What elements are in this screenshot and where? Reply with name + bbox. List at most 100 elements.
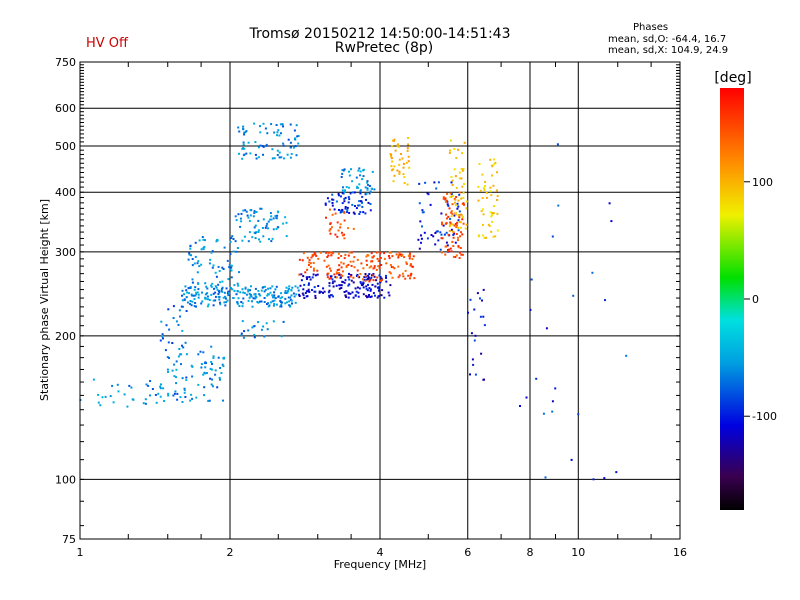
data-point bbox=[247, 240, 250, 243]
data-point bbox=[337, 192, 340, 195]
data-point bbox=[340, 287, 343, 289]
data-point bbox=[297, 135, 300, 137]
data-point bbox=[479, 189, 482, 192]
data-point bbox=[402, 275, 405, 278]
data-point bbox=[215, 275, 218, 278]
data-point bbox=[393, 139, 395, 142]
data-point bbox=[371, 274, 373, 277]
data-point bbox=[241, 302, 244, 305]
data-point bbox=[347, 196, 350, 199]
data-point bbox=[285, 286, 288, 289]
data-point bbox=[449, 149, 451, 152]
data-point bbox=[284, 216, 287, 219]
data-point bbox=[340, 266, 343, 269]
data-point bbox=[285, 292, 288, 294]
data-point bbox=[364, 279, 367, 282]
data-point bbox=[356, 269, 359, 272]
data-point bbox=[298, 258, 301, 261]
data-point bbox=[368, 185, 371, 187]
data-point bbox=[406, 149, 409, 152]
data-point bbox=[109, 395, 112, 398]
data-point bbox=[478, 163, 481, 165]
data-point bbox=[149, 394, 151, 397]
data-point bbox=[162, 337, 164, 340]
data-point bbox=[220, 372, 223, 374]
data-point bbox=[281, 296, 284, 299]
data-point bbox=[210, 345, 213, 348]
data-point bbox=[405, 262, 408, 265]
data-point bbox=[183, 293, 185, 296]
data-point bbox=[449, 217, 452, 220]
data-point bbox=[309, 278, 312, 281]
data-point bbox=[340, 231, 343, 234]
data-point bbox=[209, 377, 212, 380]
data-point bbox=[365, 198, 367, 201]
data-point bbox=[328, 200, 331, 203]
data-point bbox=[492, 212, 495, 215]
data-point bbox=[460, 167, 463, 170]
colorbar-tick-label: 0 bbox=[752, 293, 759, 306]
data-point bbox=[305, 290, 308, 293]
data-point bbox=[214, 369, 217, 372]
data-point bbox=[364, 186, 367, 189]
data-point bbox=[337, 257, 340, 259]
data-point bbox=[223, 246, 226, 249]
data-point bbox=[259, 144, 262, 147]
data-point bbox=[460, 253, 463, 256]
data-point bbox=[241, 320, 244, 323]
data-point bbox=[269, 287, 272, 290]
data-point bbox=[494, 161, 497, 164]
data-point bbox=[117, 390, 120, 393]
data-point bbox=[372, 273, 375, 275]
data-point bbox=[294, 285, 297, 288]
data-point bbox=[304, 292, 307, 294]
data-point bbox=[391, 160, 394, 163]
data-point bbox=[210, 361, 213, 363]
data-point bbox=[373, 265, 376, 268]
data-point bbox=[331, 282, 334, 285]
data-point bbox=[185, 289, 188, 292]
data-point bbox=[222, 399, 224, 402]
data-point bbox=[604, 299, 606, 302]
data-point bbox=[277, 295, 280, 298]
data-point bbox=[338, 287, 341, 290]
data-point bbox=[116, 383, 119, 386]
data-point bbox=[472, 363, 475, 366]
data-point bbox=[347, 186, 350, 189]
data-point bbox=[407, 160, 410, 163]
data-point bbox=[449, 247, 452, 250]
data-point bbox=[220, 287, 223, 290]
plot-frame bbox=[79, 61, 681, 540]
data-point bbox=[278, 134, 281, 137]
data-point bbox=[450, 211, 453, 214]
data-points bbox=[79, 122, 628, 481]
data-point bbox=[354, 287, 357, 290]
data-point bbox=[409, 273, 412, 276]
data-point bbox=[348, 170, 350, 173]
data-point bbox=[461, 185, 464, 188]
data-point bbox=[344, 207, 347, 210]
data-point bbox=[393, 267, 396, 270]
data-point bbox=[454, 256, 457, 258]
data-point bbox=[111, 384, 114, 387]
data-point bbox=[307, 288, 310, 291]
data-point bbox=[144, 398, 147, 401]
data-point bbox=[369, 296, 372, 298]
data-point bbox=[463, 203, 465, 206]
data-point bbox=[369, 190, 372, 193]
data-point bbox=[238, 152, 240, 155]
data-point bbox=[451, 212, 454, 215]
data-point bbox=[461, 169, 464, 172]
data-point bbox=[278, 151, 281, 154]
data-point bbox=[396, 169, 399, 172]
data-point bbox=[97, 393, 100, 396]
data-point bbox=[204, 297, 207, 300]
data-point bbox=[450, 193, 453, 196]
data-point bbox=[445, 231, 448, 234]
data-point bbox=[217, 356, 220, 359]
data-point bbox=[445, 213, 448, 216]
data-point bbox=[236, 302, 239, 305]
data-point bbox=[190, 304, 193, 307]
data-point bbox=[348, 211, 351, 214]
data-point bbox=[361, 195, 364, 198]
